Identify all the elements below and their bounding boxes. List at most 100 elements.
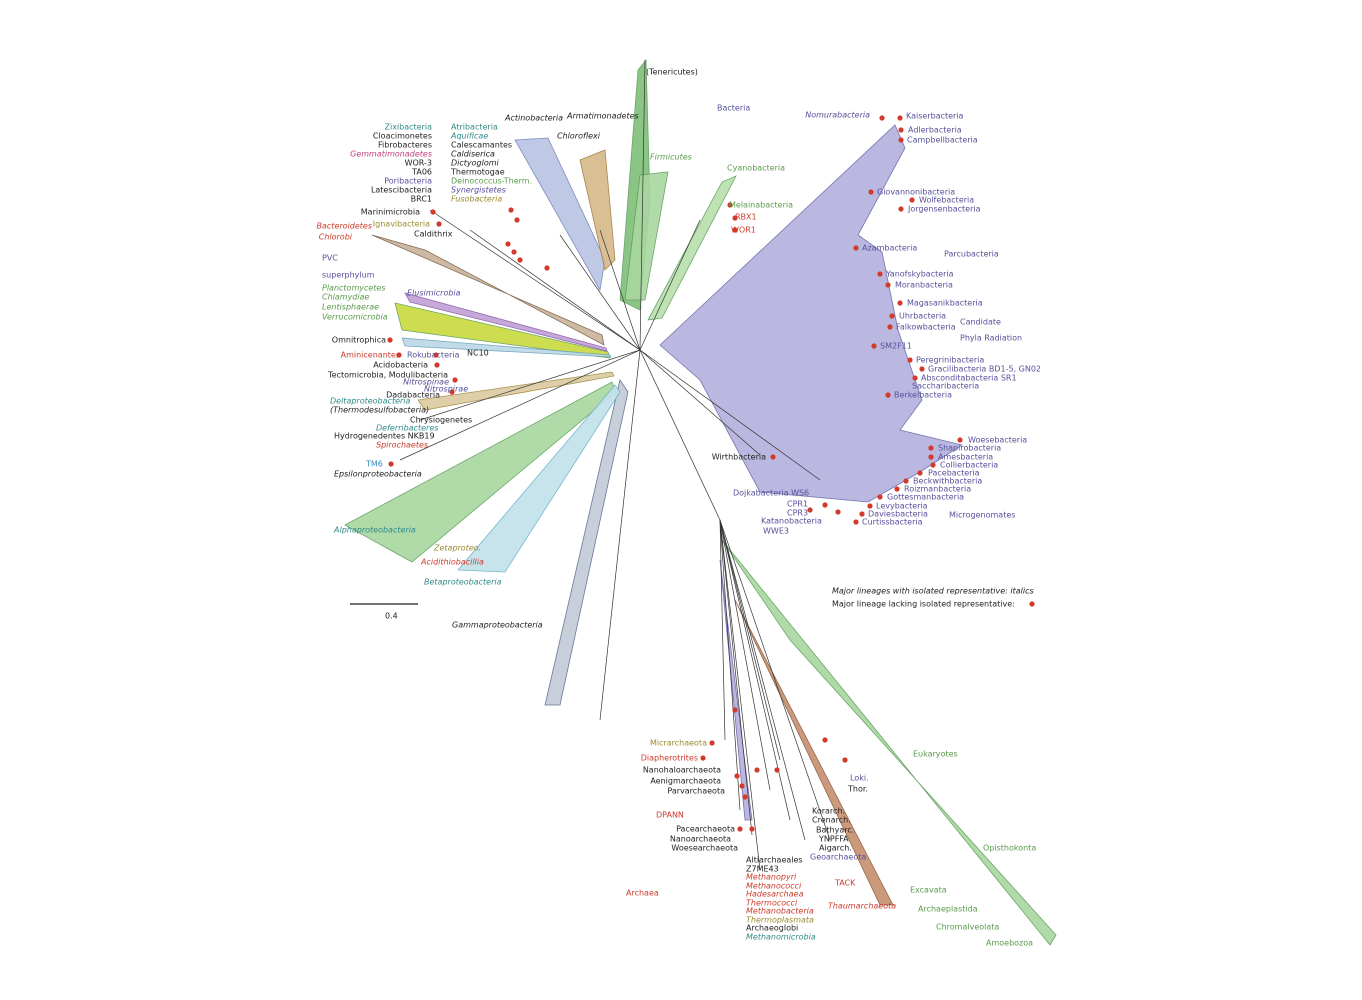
branch — [719, 519, 753, 836]
dot — [885, 282, 891, 288]
clade-wedge — [417, 371, 615, 411]
branch — [719, 519, 771, 791]
dot — [842, 757, 848, 763]
taxon-label: Excavata — [910, 886, 947, 895]
dot — [919, 366, 925, 372]
taxon-label: Amoebozoa — [986, 939, 1033, 948]
taxon-label: Levybacteria — [876, 502, 928, 511]
dot — [822, 502, 828, 508]
taxon-label: Bacteroidetes — [317, 222, 372, 231]
clade-wedge — [371, 234, 605, 346]
taxon-label: Firmicutes — [650, 153, 692, 162]
taxon-label: Tectomicrobia, Modulibacteria — [327, 371, 448, 380]
taxon-label: Falkowbacteria — [896, 323, 956, 332]
taxon-label: RBX1 — [735, 213, 757, 222]
taxon-label: Thermoplasmata — [746, 916, 814, 925]
taxon-label: DPANN — [656, 811, 684, 820]
dot — [928, 445, 934, 451]
clade-wedge — [721, 539, 1057, 946]
dot — [505, 241, 511, 247]
dot — [388, 461, 394, 467]
dot — [737, 826, 743, 832]
dot — [544, 265, 550, 271]
taxon-label: NC10 — [467, 349, 489, 358]
dot — [396, 352, 402, 358]
taxon-label: Archaea — [626, 889, 659, 898]
dot — [822, 737, 828, 743]
taxon-label: Magasanikbacteria — [907, 299, 983, 308]
taxon-label: Aenigmarchaeota — [650, 777, 721, 786]
taxon-label: Wirthbacteria — [712, 453, 766, 462]
clade-wedge — [544, 379, 629, 706]
taxon-label: WOR1 — [731, 226, 756, 235]
branch — [639, 349, 721, 521]
clade-wedge — [457, 384, 621, 573]
taxon-label: Berkelbacteria — [894, 391, 952, 400]
taxon-label: Dadabacteria — [386, 391, 440, 400]
taxon-label: Bacteria — [717, 104, 750, 113]
taxon-label: Aminicenantes — [341, 351, 400, 360]
taxon-label: Wolfebacteria — [919, 196, 974, 205]
dot — [511, 249, 517, 255]
dot — [928, 454, 934, 460]
taxon-label: Parcubacteria — [944, 250, 999, 259]
taxon-label: Z7ME43 — [746, 865, 779, 874]
dot — [877, 271, 883, 277]
taxon-label: WWE3 — [763, 527, 789, 536]
taxon-label: Armatimonadetes — [566, 112, 639, 121]
dot — [749, 826, 755, 832]
dot — [508, 207, 514, 213]
dot — [700, 755, 706, 761]
branch — [639, 219, 701, 351]
taxon-label: Methanococci — [746, 882, 802, 891]
taxon-label: Phyla Radiation — [960, 334, 1022, 343]
dot — [835, 509, 841, 515]
taxon-label: Poribacteria — [384, 177, 432, 186]
dot — [859, 511, 865, 517]
taxon-label: Korarch. — [812, 807, 845, 816]
taxon-label: Dojkabacteria WS6 — [733, 489, 809, 498]
dot — [912, 375, 918, 381]
taxon-label: CPR3 — [787, 509, 808, 518]
branch — [419, 349, 641, 421]
taxon-label: Ignavibacteria — [373, 220, 430, 229]
taxon-label: Microgenomates — [949, 511, 1015, 520]
taxon-label: Major lineage lacking isolated represent… — [832, 600, 1015, 609]
dot — [734, 773, 740, 779]
dot — [754, 767, 760, 773]
branch — [599, 229, 641, 351]
taxon-label: Woesearchaeota — [671, 844, 738, 853]
taxon-label: Kaiserbacteria — [906, 112, 964, 121]
dot — [853, 519, 859, 525]
taxon-label: Diapherotrites — [641, 754, 698, 763]
clade-wedge — [647, 175, 737, 321]
dot — [727, 202, 733, 208]
taxon-label: Chloroflexi — [557, 132, 601, 141]
taxon-label: Nomurabacteria — [805, 111, 870, 120]
branches — [344, 58, 1057, 946]
dot — [433, 352, 439, 358]
dot — [742, 794, 748, 800]
taxon-label: Gracilibacteria BD1-5, GN02 — [928, 365, 1041, 374]
taxon-label: Amesbacteria — [938, 453, 993, 462]
taxon-label: Dictyoglomi — [451, 159, 500, 168]
branch — [719, 519, 761, 871]
dot — [868, 189, 874, 195]
taxon-label: Crenarch. — [812, 816, 851, 825]
taxon-label: Fusobacteria — [451, 195, 502, 204]
taxon-label: Acidithiobacillia — [420, 558, 484, 567]
taxon-label: Moranbacteria — [895, 281, 953, 290]
taxon-label: Chlamydiae — [322, 293, 370, 302]
taxon-label: Pacearchaeota — [676, 825, 735, 834]
taxon-label: Nitrospinae — [403, 378, 449, 387]
dot — [807, 507, 813, 513]
taxon-label: Absconditabacteria SR1 — [921, 374, 1017, 383]
taxon-label: Cyanobacteria — [727, 164, 785, 173]
taxon-label: Caldithrix — [414, 230, 453, 239]
taxon-label: Melainabacteria — [729, 201, 793, 210]
taxon-label: TM6 — [365, 460, 383, 469]
taxon-label: Giovannonibacteria — [877, 188, 955, 197]
taxon-label: Gammaproteobacteria — [452, 621, 543, 630]
